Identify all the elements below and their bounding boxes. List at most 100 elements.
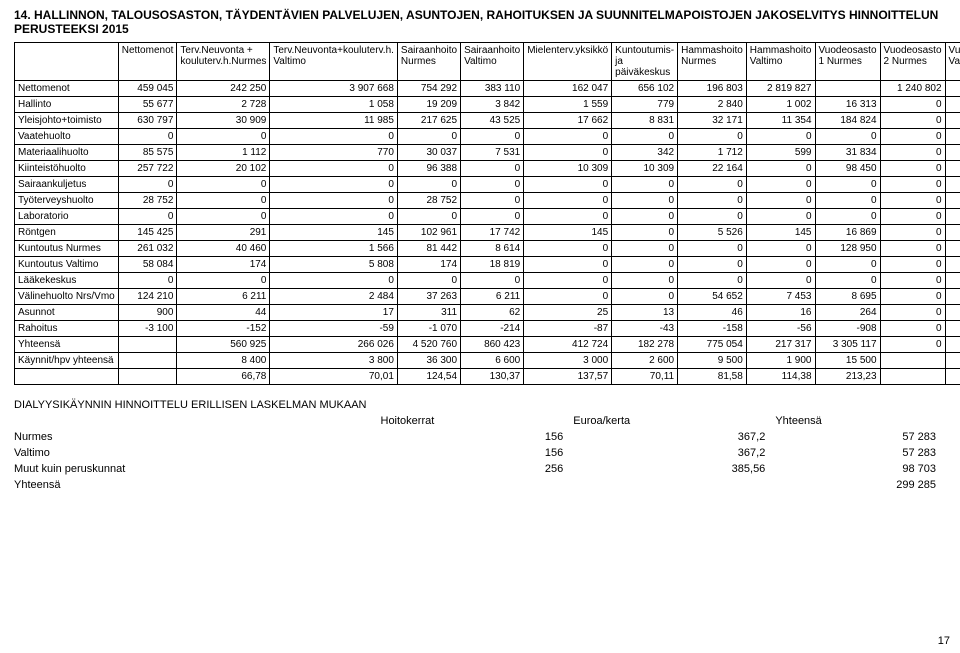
table-row: Kuntoutus Valtimo58 0841745 80817418 819… [15,257,960,273]
table-row: Yhteensä 299 285 [14,477,946,493]
cell: 775 054 [678,337,747,353]
cell: 311 [397,305,460,321]
col-header: Kuntoutumis- ja päiväkeskus [612,43,678,81]
row-label: Kiinteistöhuolto [15,161,119,177]
cell: 0 [461,161,524,177]
cell: 3 842 [461,97,524,113]
row-label: Yhteensä [14,477,381,493]
cell: 0 [397,273,460,289]
cell: 0 [177,177,270,193]
col-header: Sairaanhoito Valtimo [461,43,524,81]
cell: 55 677 [118,97,177,113]
col-header: Mielenterv.yksikkö [524,43,612,81]
cell: 44 [177,305,270,321]
table-row: 66,7870,01124,54130,37137,5770,1181,5811… [15,369,960,385]
cell: 8 695 [815,289,880,305]
cell: -3 100 [118,321,177,337]
cell: -908 [815,321,880,337]
cell: 0 [612,289,678,305]
cell: 58 084 [118,257,177,273]
cell: 5 470 [945,353,960,369]
cell: 4 520 760 [397,337,460,353]
cell: 28 752 [397,193,460,209]
cell: 0 [612,241,678,257]
cell: 0 [270,273,398,289]
cell: 8 831 [612,113,678,129]
cell: 0 [461,177,524,193]
row-label: Vaatehuolto [15,129,119,145]
col-header: Vuodeosasto Valtimo [945,43,960,81]
cell: 0 [880,257,945,273]
cell: 43 525 [461,113,524,129]
cell: 1 900 [746,353,815,369]
cell: -87 [524,321,612,337]
cell: 299 285 [775,477,946,493]
cell: 16 869 [815,225,880,241]
cell: 2 819 827 [746,81,815,97]
cell: 1 566 [270,241,398,257]
cell: 8 400 [177,353,270,369]
cell: 81,58 [678,369,747,385]
cell: 217 317 [746,337,815,353]
cell: 1 366 397 [945,337,960,353]
table-row: Röntgen145 425291145102 96117 74214505 5… [15,225,960,241]
cell: 98 450 [815,161,880,177]
cell: 10 309 [524,161,612,177]
cell: 261 032 [118,241,177,257]
cell: 0 [880,193,945,209]
col-header: Nettomenot [118,43,177,81]
cell: 31 834 [815,145,880,161]
cell: 128 950 [815,241,880,257]
cell: 0 [815,177,880,193]
row-label: Nurmes [14,429,381,445]
cell: 3 000 [524,353,612,369]
cell: 13 [612,305,678,321]
cell: 124 210 [118,289,177,305]
cell: 156 [381,445,574,461]
cell: 5 526 [678,225,747,241]
cell: 19 209 [397,97,460,113]
cell: 779 [612,97,678,113]
cell: 1 600 [945,225,960,241]
col-header [15,43,119,81]
cell: 0 [815,257,880,273]
cell: 30 909 [177,113,270,129]
cell: 0 [945,129,960,145]
cell: 145 [270,225,398,241]
cell: 0 [524,193,612,209]
cell: 0 [177,273,270,289]
cell: 0 [746,209,815,225]
cell: 0 [880,273,945,289]
cell: 0 [678,241,747,257]
cell: 599 [746,145,815,161]
cell: 103 [945,305,960,321]
cell: -214 [461,321,524,337]
cell: -59 [270,321,398,337]
cell: 0 [612,209,678,225]
cell: 20 102 [177,161,270,177]
row-label: Rahoitus [15,321,119,337]
cell [118,337,177,353]
cell: 0 [815,273,880,289]
cell: 6 347 [945,97,960,113]
cell: 30 037 [397,145,460,161]
col-header: Terv.Neuvonta+kouluterv.h. Valtimo [270,43,398,81]
cell: 0 [815,193,880,209]
cell [880,353,945,369]
cell: 0 [270,193,398,209]
table-row: Laboratorio000000000000 [15,209,960,225]
cell [573,477,775,493]
cell: 70,11 [612,369,678,385]
cell: 1 242 [945,289,960,305]
cell: 11 638 [945,145,960,161]
cell: 174 [397,257,460,273]
cell: 145 [524,225,612,241]
table-row: Rahoitus-3 100-152-59-1 070-214-87-43-15… [15,321,960,337]
table-row: Valtimo156367,257 283 [14,445,946,461]
cell: 2 600 [612,353,678,369]
sub-col-header [14,413,381,429]
cell: 9 500 [678,353,747,369]
table-row: Sairaankuljetus000000000000 [15,177,960,193]
sub-table: HoitokerratEuroa/kertaYhteensä Nurmes156… [14,413,946,493]
cell: 6 211 [177,289,270,305]
